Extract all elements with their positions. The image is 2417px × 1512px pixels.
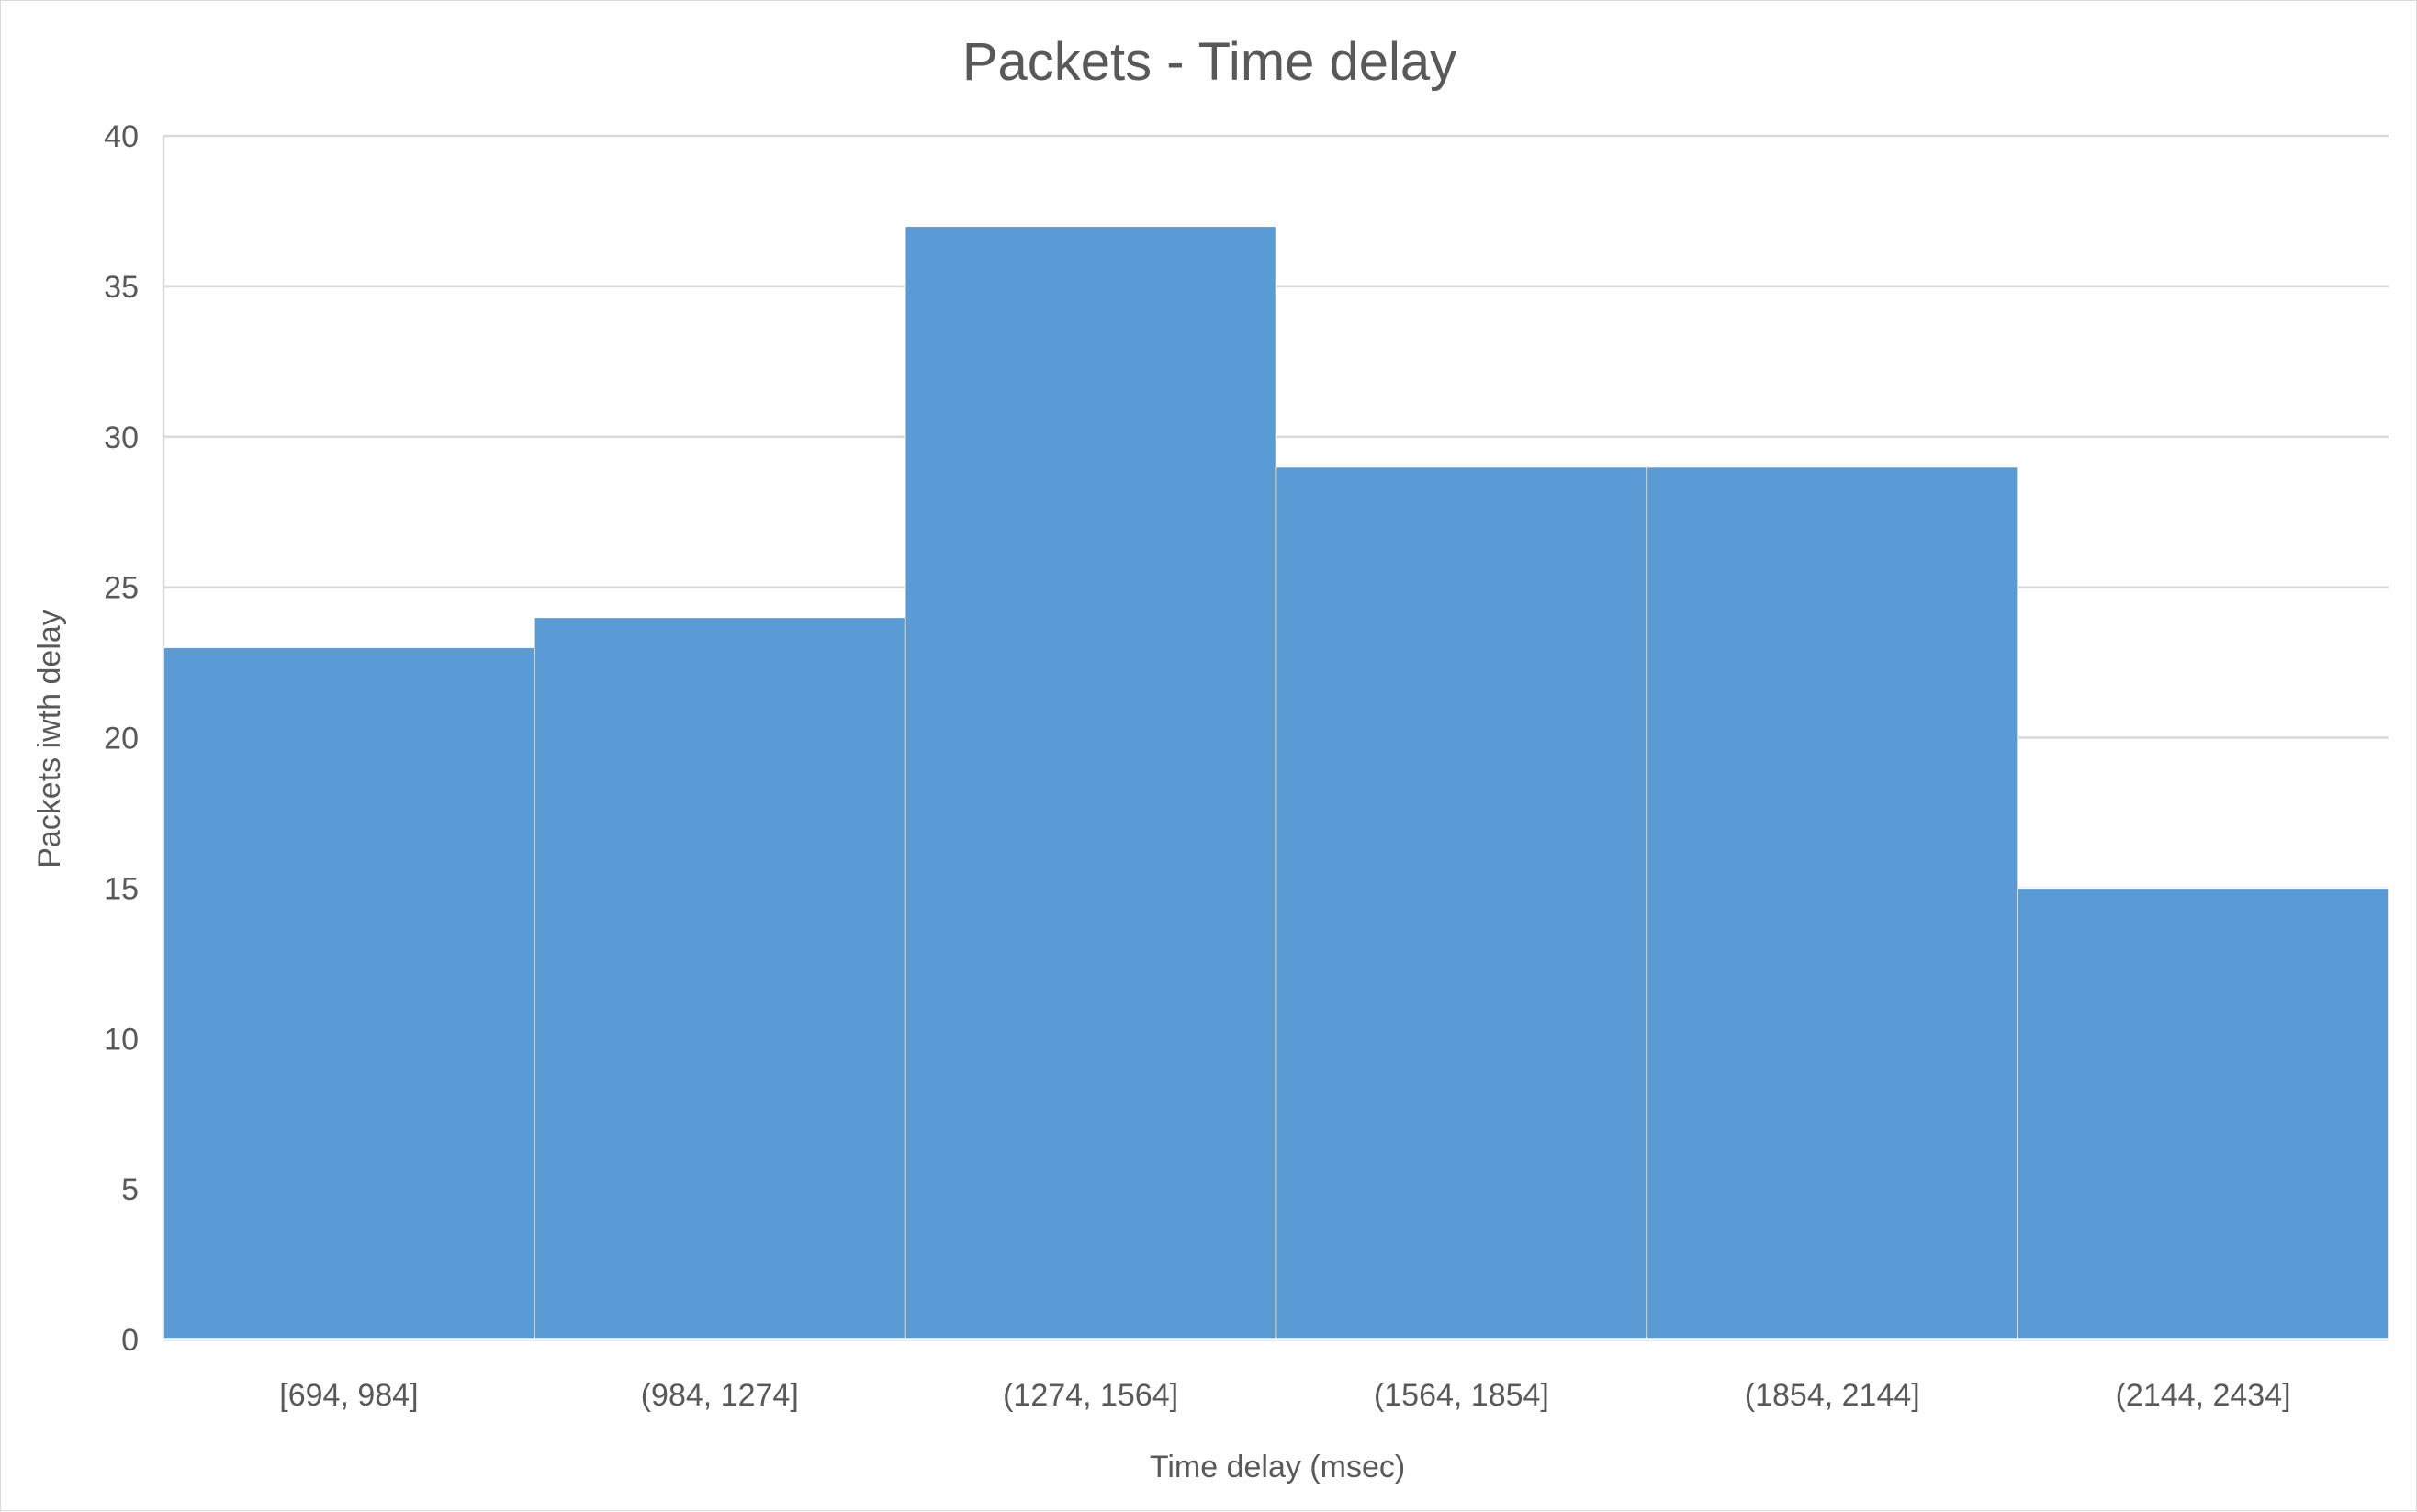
y-tick-label: 35 xyxy=(104,270,139,305)
x-tick-label: (1564, 1854] xyxy=(1374,1378,1549,1413)
chart-title: Packets - Time delay xyxy=(962,32,1456,92)
y-tick-label: 40 xyxy=(104,119,139,154)
bars xyxy=(163,225,2389,1340)
y-tick-label: 5 xyxy=(121,1172,139,1207)
y-tick-label: 30 xyxy=(104,420,139,455)
x-axis-label: Time delay (msec) xyxy=(1150,1450,1405,1484)
x-tick-label: (1854, 2144] xyxy=(1745,1378,1920,1413)
y-tick-label: 0 xyxy=(121,1323,139,1358)
y-tick-label: 10 xyxy=(104,1022,139,1057)
bar-0 xyxy=(163,646,535,1340)
bar-3 xyxy=(1275,465,1648,1340)
bar-5 xyxy=(2017,887,2389,1340)
x-tick-label: (1274, 1564] xyxy=(1003,1378,1178,1413)
y-tick-label: 25 xyxy=(104,571,139,606)
y-tick-label: 15 xyxy=(104,871,139,906)
x-tick-label: (984, 1274] xyxy=(641,1378,799,1413)
x-tick-label: [694, 984] xyxy=(279,1378,418,1413)
y-axis-label: Packets iwth delay xyxy=(32,610,67,868)
bar-1 xyxy=(534,616,906,1340)
x-tick-label: (2144, 2434] xyxy=(2116,1378,2291,1413)
y-tick-label: 20 xyxy=(104,722,139,756)
y-axis-ticks: 0 5 10 15 20 25 30 35 40 xyxy=(104,119,139,1358)
x-axis-ticks: [694, 984] (984, 1274] (1274, 1564] (1564, … xyxy=(279,1378,2290,1413)
bar-2 xyxy=(904,225,1277,1340)
bar-4 xyxy=(1646,465,2018,1340)
